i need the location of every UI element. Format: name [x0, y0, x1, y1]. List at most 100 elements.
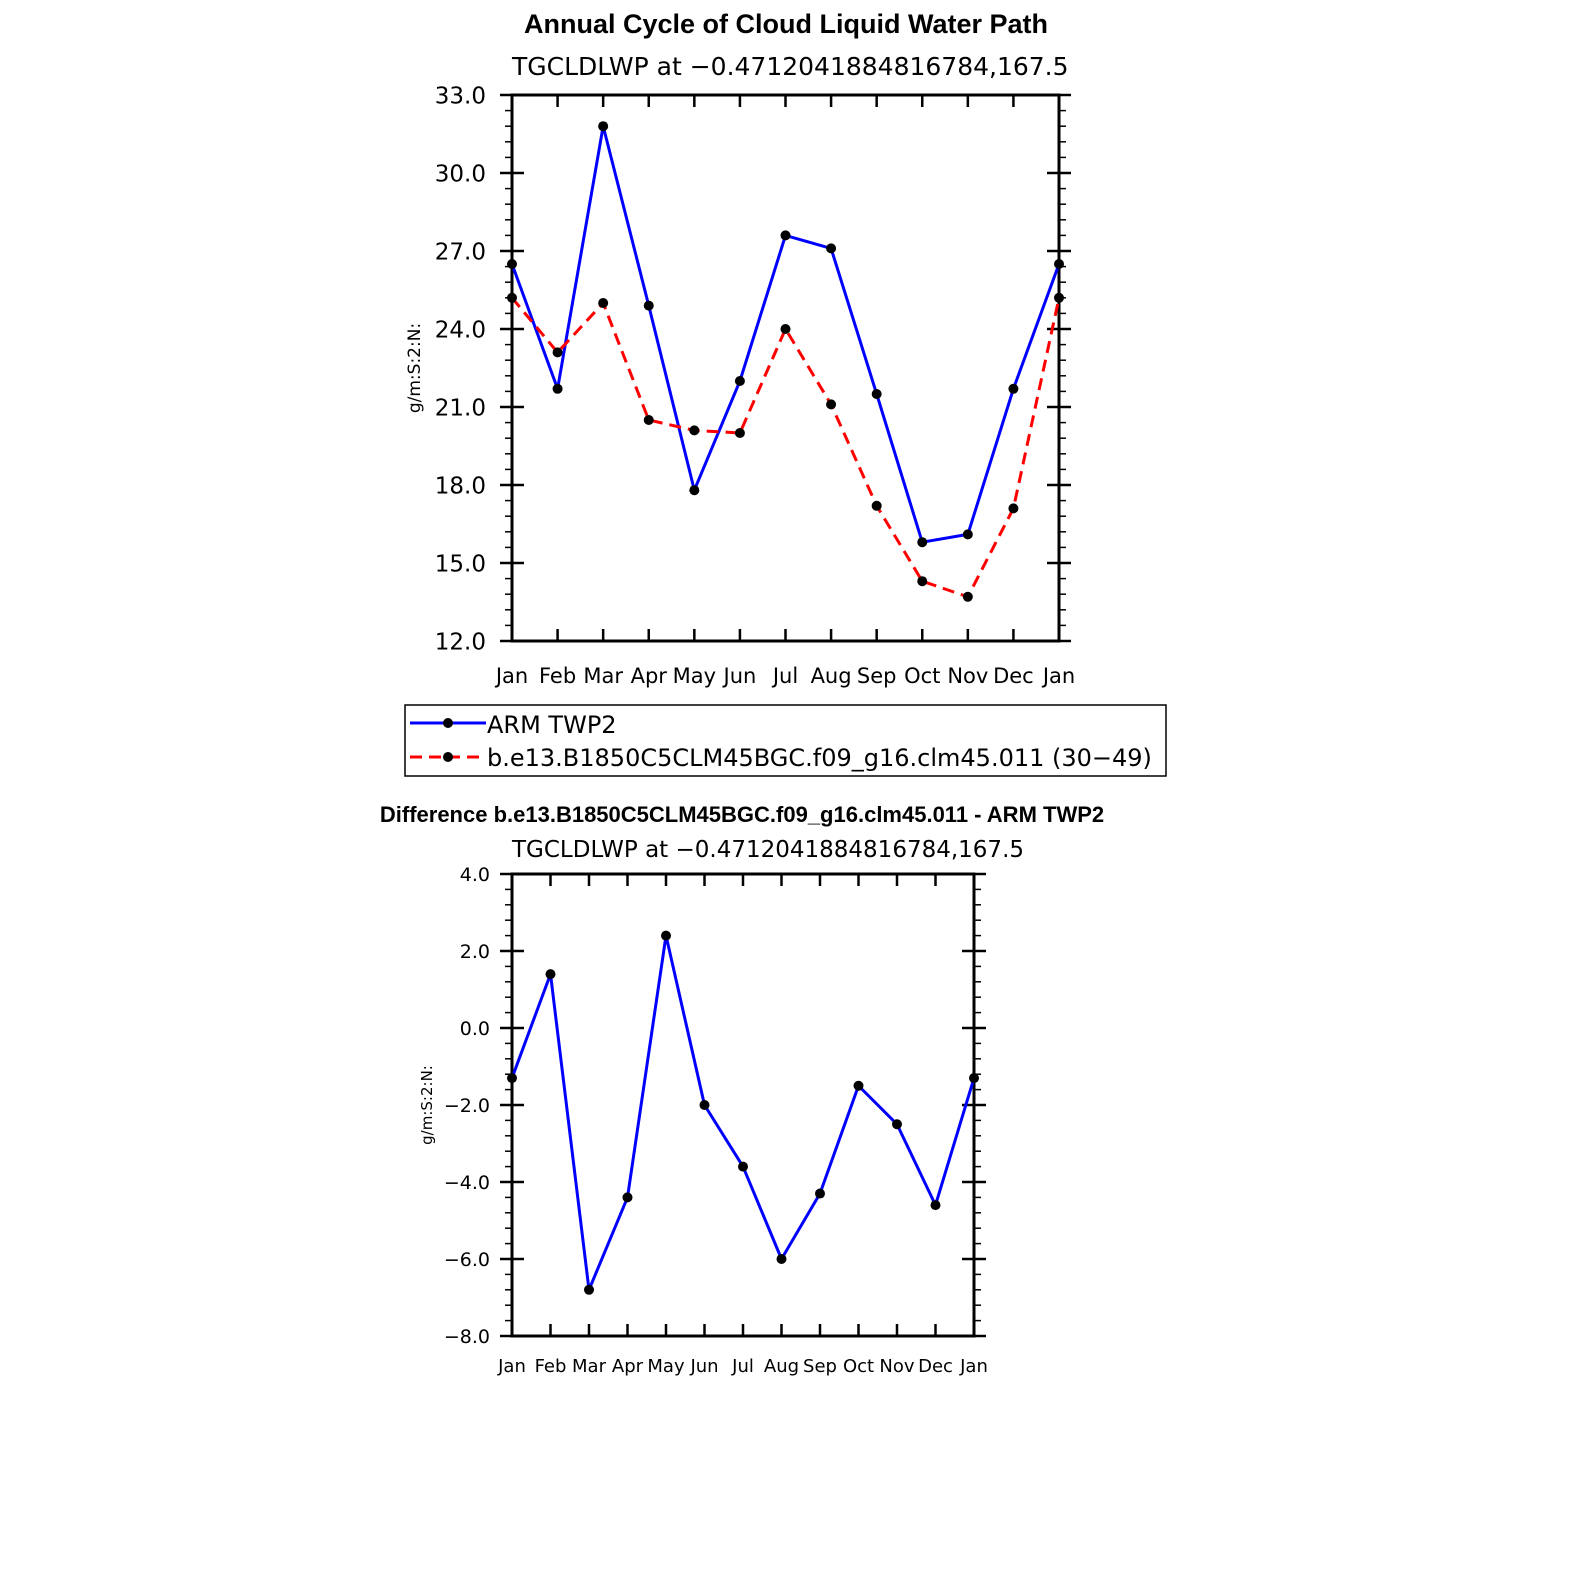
- top-series-0-point: [689, 485, 700, 496]
- bottom-series-0-point: [507, 1073, 517, 1084]
- bottom-xtick-label: Jan: [959, 1356, 988, 1377]
- top-xtick-label: Apr: [631, 664, 668, 688]
- top-xtick-label: Jun: [722, 664, 757, 688]
- top-ytick-label: 15.0: [435, 551, 486, 577]
- bottom-series-0-point: [699, 1100, 710, 1110]
- bottom-xtick-label: Nov: [879, 1356, 914, 1377]
- bottom-series-0-point: [545, 969, 556, 980]
- bottom-xtick-label: Mar: [572, 1356, 607, 1377]
- top-ytick-label: 33.0: [435, 83, 486, 109]
- top-xtick-label: Feb: [539, 664, 576, 688]
- top-series-1-point: [1054, 292, 1064, 303]
- top-series-1-point: [780, 324, 791, 334]
- top-series-1-point: [689, 425, 700, 436]
- top-series-0-point: [1054, 259, 1064, 269]
- top-xtick-label: Dec: [993, 664, 1034, 688]
- legend-box: [404, 704, 1167, 777]
- bottom-series-0-line: [510, 934, 976, 1292]
- legend-label-model: b.e13.B1850C5CLM45BGC.f09_g16.clm45.011 …: [487, 744, 1152, 772]
- top-series-0-point: [552, 383, 563, 394]
- bottom-series-0-point: [738, 1161, 748, 1172]
- bottom-xtick-label: Oct: [843, 1356, 874, 1377]
- top-ytick-label: 27.0: [435, 239, 486, 265]
- top-series-0-point: [962, 529, 973, 540]
- bottom-ytick-label: −2.0: [444, 1095, 490, 1117]
- top-xtick-label: May: [673, 664, 716, 688]
- top-chart-ylabel: g/m:S:2:N:: [405, 323, 425, 413]
- bottom-series-0-point: [815, 1188, 825, 1199]
- bottom-chart: Difference b.e13.B1850C5CLM45BGC.f09_g16…: [380, 802, 1104, 1377]
- bottom-ytick-label: 4.0: [460, 864, 490, 886]
- top-series-0-point: [598, 121, 609, 132]
- top-series-0-point: [917, 537, 928, 548]
- bottom-series-0-point: [622, 1192, 633, 1203]
- bottom-chart-subtitle: TGCLDLWP at −0.4712041884816784,167.5: [511, 837, 1024, 863]
- bottom-xtick-label: Jun: [689, 1356, 718, 1377]
- top-series-1-point: [734, 428, 745, 438]
- legend-marker-arm: [443, 718, 453, 728]
- top-series-0-point: [871, 389, 882, 399]
- top-series-1-point: [917, 576, 928, 587]
- top-ytick-label: 30.0: [435, 161, 486, 187]
- top-ytick-label: 18.0: [435, 473, 486, 499]
- top-xtick-label: Sep: [857, 664, 897, 688]
- bottom-xtick-label: Jan: [497, 1356, 526, 1377]
- bottom-xtick-label: Feb: [535, 1356, 567, 1377]
- top-series-1-line: [510, 296, 1061, 599]
- bottom-series-0-point: [661, 930, 671, 941]
- legend: ARM TWP2 b.e13.B1850C5CLM45BGC.f09_g16.c…: [404, 704, 1167, 777]
- bottom-ytick-label: −4.0: [444, 1172, 490, 1194]
- bottom-chart-title: Difference b.e13.B1850C5CLM45BGC.f09_g16…: [380, 802, 1104, 827]
- top-chart-subtitle: TGCLDLWP at −0.4712041884816784,167.5: [511, 52, 1069, 81]
- top-series-1-point: [552, 347, 563, 358]
- top-ytick-label: 12.0: [435, 629, 486, 655]
- legend-label-arm: ARM TWP2: [487, 711, 617, 739]
- bottom-xtick-label: Apr: [612, 1356, 644, 1377]
- top-series-0-point: [643, 300, 654, 311]
- top-series-1-point: [962, 591, 973, 602]
- top-ytick-label: 21.0: [435, 395, 486, 421]
- bottom-xtick-label: Dec: [918, 1356, 953, 1377]
- legend-marker-model: [443, 752, 453, 762]
- top-xtick-label: Oct: [904, 664, 940, 688]
- bottom-series-0-point: [776, 1254, 787, 1264]
- bottom-chart-ticks: −8.0 −6.0 −4.0 −2.0 0.0 2.0 4.0 Jan Feb Mar Apr May…: [444, 864, 988, 1377]
- top-series-1-point: [598, 298, 609, 308]
- top-series-1-point: [643, 415, 654, 425]
- bottom-chart-frame: [510, 872, 976, 1338]
- top-xtick-label: Jan: [1041, 664, 1075, 688]
- top-series-0-line: [510, 124, 1061, 544]
- top-series-0-point: [734, 376, 745, 386]
- top-series-0-point: [826, 243, 837, 254]
- top-series-0-point: [780, 230, 791, 241]
- top-xtick-label: Mar: [583, 664, 623, 688]
- top-chart-title: Annual Cycle of Cloud Liquid Water Path: [524, 9, 1048, 39]
- bottom-series-0-point: [930, 1200, 941, 1211]
- top-xtick-label: Jul: [771, 664, 798, 688]
- top-series-1-point: [1008, 503, 1019, 514]
- bottom-ytick-label: 2.0: [460, 941, 490, 963]
- top-ytick-label: 24.0: [435, 317, 486, 343]
- top-series-0-point: [507, 259, 517, 269]
- bottom-chart-ylabel: g/m:S:2:N:: [418, 1065, 436, 1145]
- top-xtick-label: Jan: [494, 664, 528, 688]
- top-series-1-point: [871, 500, 882, 511]
- bottom-series-0-point: [892, 1119, 902, 1130]
- bottom-ytick-label: −6.0: [444, 1249, 490, 1271]
- bottom-series-0-point: [584, 1284, 594, 1295]
- bottom-chart-series: [507, 930, 979, 1295]
- bottom-ytick-label: −8.0: [444, 1326, 490, 1348]
- bottom-xtick-label: May: [647, 1356, 685, 1377]
- top-xtick-label: Nov: [947, 664, 988, 688]
- top-xtick-label: Aug: [811, 664, 852, 688]
- top-chart-ticks: 12.0 15.0 18.0 21.0 24.0 27.0 30.0 33.0 Jan Feb Ma…: [435, 83, 1075, 688]
- bottom-series-0-point: [853, 1080, 864, 1091]
- top-series-0-point: [1008, 383, 1019, 394]
- bottom-xtick-label: Aug: [764, 1356, 799, 1377]
- bottom-xtick-label: Jul: [731, 1356, 754, 1377]
- bottom-ytick-label: 0.0: [460, 1018, 490, 1040]
- bottom-series-0-point: [969, 1073, 979, 1084]
- top-chart: Annual Cycle of Cloud Liquid Water Path …: [405, 9, 1075, 688]
- top-chart-series: [507, 121, 1064, 602]
